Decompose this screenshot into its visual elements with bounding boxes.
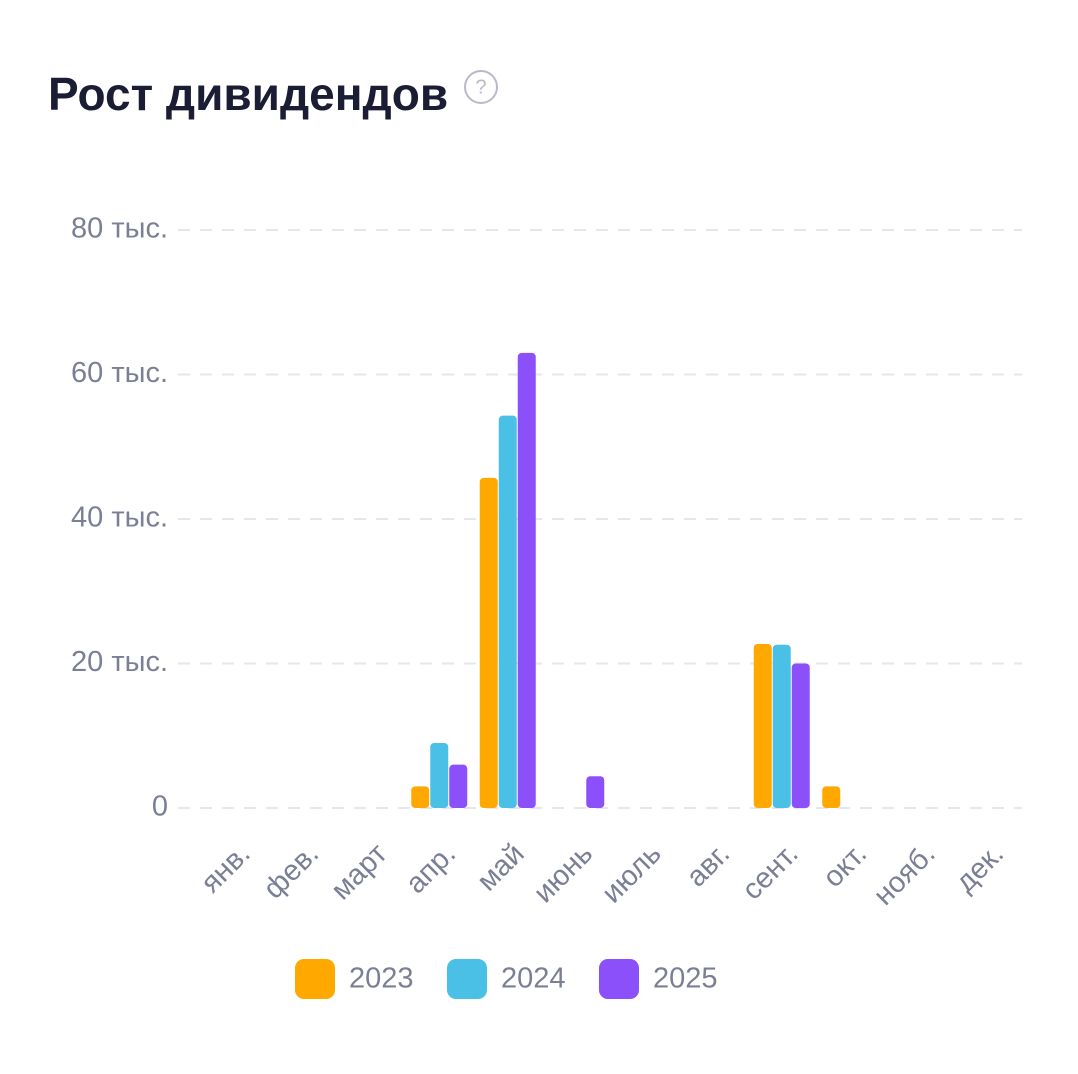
bar <box>479 477 498 808</box>
legend-swatch <box>447 959 487 999</box>
bar <box>586 776 605 808</box>
y-tick-label: 80 тыс. <box>71 213 168 245</box>
bar <box>791 663 810 808</box>
bar <box>822 786 841 808</box>
x-tick-label: сент. <box>736 838 804 906</box>
x-tick-label: дек. <box>949 838 1010 899</box>
bar <box>498 415 517 808</box>
bar <box>772 644 791 808</box>
bar <box>411 786 430 808</box>
legend-swatch <box>295 959 335 999</box>
x-tick-label: окт. <box>817 838 873 894</box>
bar <box>449 764 468 808</box>
x-tick-label: апр. <box>400 838 462 900</box>
x-tick-label: авг. <box>681 838 737 894</box>
help-icon[interactable] <box>464 70 498 104</box>
x-tick-label: нояб. <box>868 838 942 912</box>
y-tick-label: 20 тыс. <box>71 646 168 678</box>
bar <box>517 352 536 808</box>
x-tick-label: янв. <box>195 838 257 900</box>
legend-label: 2023 <box>349 963 414 995</box>
x-tick-label: март <box>325 838 393 906</box>
x-tick-label: фев. <box>258 838 325 905</box>
x-tick-label: июнь <box>528 838 599 909</box>
y-tick-label: 40 тыс. <box>71 502 168 534</box>
legend-label: 2024 <box>501 963 566 995</box>
help-icon-label[interactable]: ? <box>475 76 486 98</box>
y-tick-label: 60 тыс. <box>71 357 168 389</box>
bar <box>753 643 772 808</box>
legend-swatch <box>599 959 639 999</box>
bar <box>430 742 449 808</box>
x-tick-label: июль <box>596 838 668 910</box>
chart-title: Рост дивидендов <box>48 68 448 120</box>
x-tick-label: май <box>471 838 531 898</box>
legend-label: 2025 <box>653 963 718 995</box>
y-tick-label: 0 <box>152 791 168 823</box>
